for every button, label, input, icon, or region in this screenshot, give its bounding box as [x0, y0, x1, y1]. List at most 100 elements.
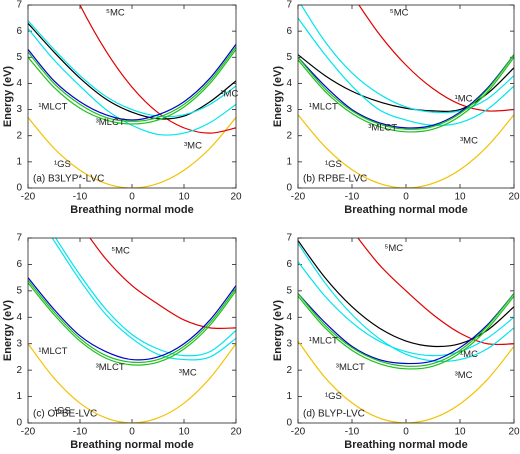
y-tick-label: 1 [16, 391, 22, 402]
panel: 0 1 2 3 4 5 6 7 -20 -10 0 10 20 ¹GS ⁵MC ¹MC ³MC ¹MLCT ³MLC… [2, 0, 242, 216]
x-axis-label: Breathing normal mode [344, 204, 467, 216]
curve-label: ¹MC [460, 349, 478, 360]
y-axis-label: Energy (eV) [2, 66, 14, 127]
y-tick-label: 2 [286, 130, 292, 141]
y-tick-label: 3 [286, 338, 292, 349]
y-tick-label: 4 [286, 78, 292, 89]
curve [298, 54, 514, 112]
curve [54, 238, 236, 357]
y-tick-label: 0 [286, 183, 292, 194]
curve-label: ⁵MC [111, 246, 130, 257]
y-tick-label: 7 [16, 0, 22, 11]
y-tick-label: 0 [286, 418, 292, 429]
curve [28, 343, 236, 423]
y-axis-label: Energy (eV) [2, 300, 14, 361]
panel-label: (a) B3LYP*-LVC [33, 174, 104, 185]
panel: 0 1 2 3 4 5 6 7 -20 -10 0 10 20 ¹GS ⁵MC ¹MC ³MC ¹MLCT ³MLC… [272, 233, 520, 451]
y-tick-label: 7 [16, 233, 22, 244]
curve-label: ¹GS [54, 406, 71, 417]
curve-label: ³MLCT [96, 117, 125, 128]
x-tick-label: -10 [345, 427, 360, 438]
x-tick-label: 20 [230, 427, 242, 438]
curve-label: ¹MLCT [38, 346, 67, 357]
y-tick-label: 2 [286, 365, 292, 376]
curve [298, 240, 514, 348]
x-tick-label: -10 [73, 427, 88, 438]
x-tick-label: 20 [230, 192, 242, 203]
curve-label: ³MLCT [336, 362, 365, 373]
curve [28, 22, 236, 120]
curve [28, 282, 236, 366]
plot-frame [27, 237, 237, 424]
curve [358, 5, 514, 112]
x-tick-label: -20 [291, 427, 306, 438]
curve-label: ³MC [455, 370, 473, 381]
curve [298, 242, 514, 362]
y-tick-label: 5 [286, 285, 292, 296]
curve [298, 54, 514, 129]
curve [298, 114, 514, 188]
curves [28, 5, 236, 188]
curve-label: ¹GS [54, 159, 71, 170]
x-tick-label: 10 [178, 427, 190, 438]
plot-frame [297, 4, 515, 189]
y-tick-label: 4 [16, 312, 22, 323]
y-tick-label: 4 [16, 78, 22, 89]
panel-label: (c) OPBE-LVC [33, 409, 97, 420]
y-tick-label: 7 [286, 0, 292, 11]
y-axis-label: Energy (eV) [272, 300, 284, 361]
curve-label: ³MC [460, 135, 478, 146]
curve-label: ¹GS [325, 159, 342, 170]
y-tick-label: 7 [286, 233, 292, 244]
curve [298, 295, 514, 370]
curve [28, 43, 236, 121]
y-tick-label: 1 [286, 156, 292, 167]
curve-label: ¹MC [220, 88, 238, 99]
x-tick-label: 10 [454, 192, 466, 203]
plot-area [28, 238, 236, 423]
y-tick-label: 4 [286, 312, 292, 323]
x-tick-label: 10 [454, 427, 466, 438]
y-tick-label: 3 [286, 104, 292, 115]
curve-label: ³MLCT [368, 122, 397, 133]
curve [28, 46, 236, 122]
curve-label: ¹MLCT [38, 101, 67, 112]
x-tick-label: -20 [21, 192, 36, 203]
curve [28, 28, 236, 136]
x-tick-label: 0 [129, 427, 135, 438]
plot-area [28, 5, 236, 188]
curve [298, 261, 514, 357]
curve [28, 49, 236, 125]
y-tick-label: 6 [286, 26, 292, 37]
y-tick-label: 3 [16, 338, 22, 349]
curve [300, 5, 514, 114]
curve-label: ³MC [184, 141, 202, 152]
x-tick-label: 0 [403, 427, 409, 438]
curve [89, 238, 236, 330]
curve-label: ³MC [179, 367, 197, 378]
y-tick-label: 5 [286, 52, 292, 63]
curve [79, 5, 236, 134]
x-tick-label: 20 [508, 192, 520, 203]
y-tick-label: 2 [16, 130, 22, 141]
y-tick-label: 3 [16, 104, 22, 115]
curve [298, 293, 514, 365]
y-tick-label: 6 [286, 259, 292, 270]
curve [28, 117, 236, 188]
x-tick-label: 10 [178, 192, 190, 203]
curve-label: ¹MC [455, 94, 473, 105]
curves [298, 5, 514, 188]
y-tick-label: 1 [16, 156, 22, 167]
x-axis-label: Breathing normal mode [70, 439, 193, 451]
curve-label: ⁵MC [384, 243, 403, 254]
x-tick-label: -20 [21, 427, 36, 438]
x-tick-label: 0 [403, 192, 409, 203]
x-tick-label: -20 [291, 192, 306, 203]
curve [298, 54, 514, 130]
y-tick-label: 1 [286, 391, 292, 402]
panel-label: (b) RPBE-LVC [303, 174, 367, 185]
panel: 0 1 2 3 4 5 6 7 -20 -10 0 10 20 ¹GS ⁵MC ³MC ¹MLCT ³MLCT (c… [2, 233, 242, 451]
y-tick-label: 0 [16, 183, 22, 194]
curve-label: ⁵MC [390, 7, 409, 18]
